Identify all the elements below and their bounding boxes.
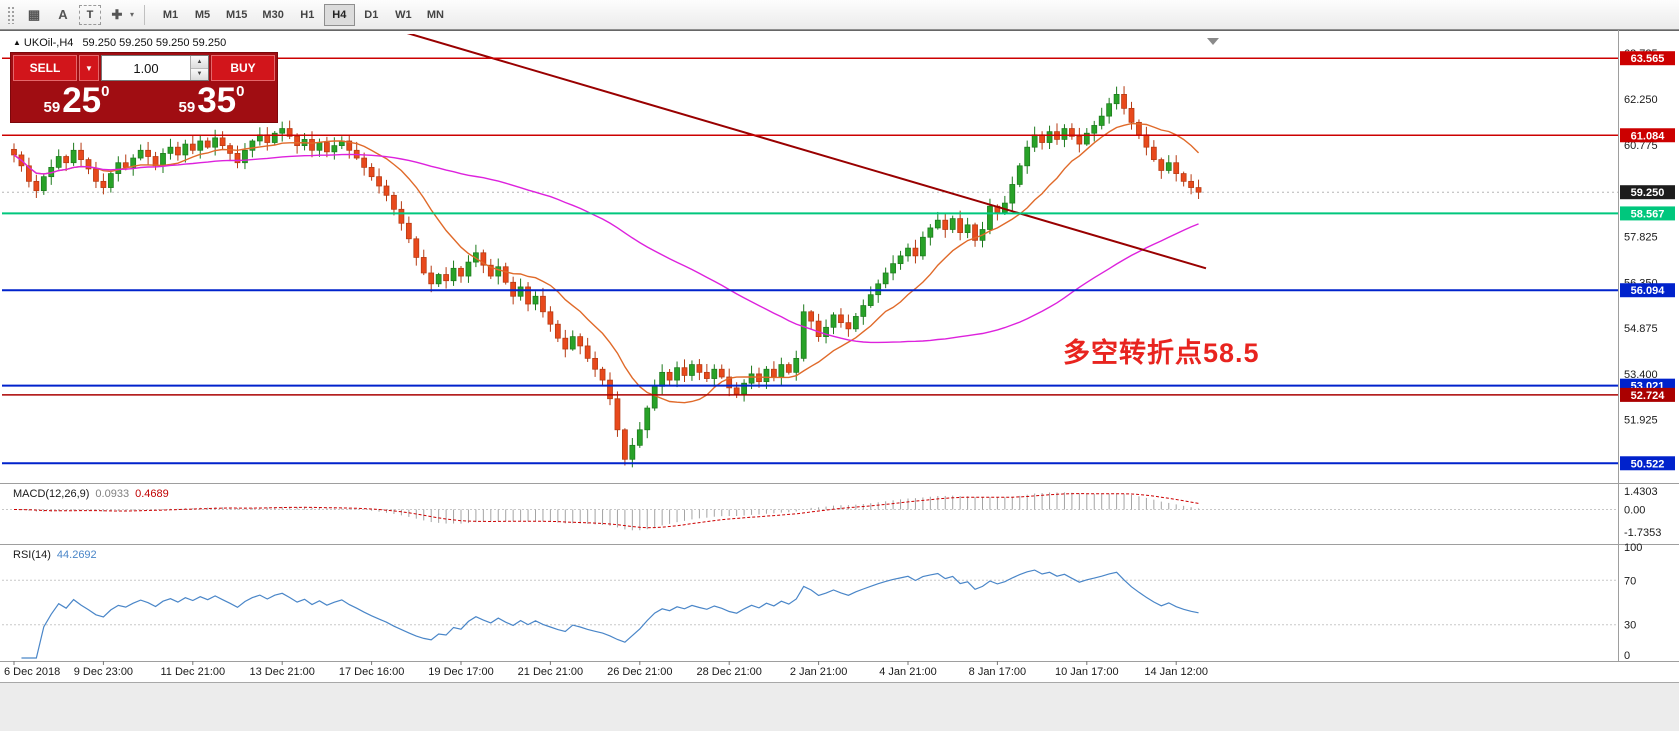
svg-text:59.250: 59.250: [1631, 187, 1665, 199]
timeframe-button-h1[interactable]: H1: [292, 4, 323, 26]
timeframe-button-m1[interactable]: M1: [155, 4, 186, 26]
buy-price-display[interactable]: 59 35 0: [148, 83, 275, 118]
symbol-period-label: UKOil-,H4: [23, 37, 74, 49]
ohlc-quote-label: 59.250 59.250 59.250 59.250: [82, 37, 227, 49]
grid-icon[interactable]: ▦: [27, 6, 41, 22]
svg-text:11 Dec 21:00: 11 Dec 21:00: [160, 666, 225, 678]
timeframe-button-m30[interactable]: M30: [255, 4, 290, 26]
sell-price-display[interactable]: 59 25 0: [13, 83, 140, 118]
svg-text:56.094: 56.094: [1631, 285, 1666, 297]
buy-price-pips: 35: [197, 81, 237, 120]
svg-text:61.084: 61.084: [1631, 130, 1666, 142]
volume-dropdown-button[interactable]: ▼: [79, 55, 99, 81]
chart-canvas[interactable]: 63.72562.25060.77557.82556.35054.87553.4…: [0, 30, 1679, 731]
sell-price-pipette: 0: [101, 83, 110, 100]
svg-text:10 Jan 17:00: 10 Jan 17:00: [1055, 666, 1119, 678]
rsi-value: 44.2692: [56, 549, 97, 561]
macd-name: MACD(12,26,9): [13, 488, 90, 500]
svg-text:58.567: 58.567: [1631, 208, 1665, 220]
buy-price-pipette: 0: [236, 83, 245, 100]
timeframe-button-mn[interactable]: MN: [420, 4, 451, 26]
timeframe-button-m5[interactable]: M5: [187, 4, 218, 26]
timeframe-button-d1[interactable]: D1: [356, 4, 387, 26]
svg-text:9 Dec 23:00: 9 Dec 23:00: [74, 666, 133, 678]
trendline: [406, 34, 1207, 270]
svg-text:52.724: 52.724: [1631, 390, 1666, 402]
sell-price-pips: 25: [62, 81, 102, 120]
text-label-t-icon[interactable]: T: [79, 4, 101, 25]
svg-text:28 Dec 21:00: 28 Dec 21:00: [696, 666, 761, 678]
timeframe-button-h4[interactable]: H4: [323, 3, 355, 26]
rsi-pane-layer: [2, 569, 1618, 659]
toolbar-separator: [144, 4, 146, 25]
svg-text:51.925: 51.925: [1624, 415, 1658, 427]
svg-text:4 Jan 21:00: 4 Jan 21:00: [879, 666, 937, 678]
trade-controls-row: SELL ▼ ▲ ▼ BUY: [11, 53, 277, 83]
svg-text:17 Dec 16:00: 17 Dec 16:00: [339, 666, 404, 678]
candles-layer: [11, 86, 1202, 468]
svg-text:-1.7353: -1.7353: [1624, 527, 1661, 539]
volume-field: ▲ ▼: [101, 55, 209, 81]
svg-text:0.00: 0.00: [1624, 505, 1645, 517]
time-scale[interactable]: 6 Dec 2018 9 Dec 23:00 11 Dec 21:00 13 Dec …: [4, 661, 1208, 678]
svg-text:53.400: 53.400: [1624, 369, 1658, 381]
text-a-icon[interactable]: A: [58, 7, 68, 22]
sell-button[interactable]: SELL: [13, 55, 77, 81]
volume-decrease-button[interactable]: ▼: [191, 68, 208, 80]
timeframe-buttons: M1 M5 M15 M30 H1 H4 D1 W1 MN: [155, 3, 451, 26]
chart-shift-marker-icon: [1207, 38, 1219, 45]
svg-text:50.522: 50.522: [1631, 458, 1665, 470]
macd-signal-value: 0.4689: [135, 488, 169, 500]
svg-text:70: 70: [1624, 575, 1636, 587]
svg-text:30: 30: [1624, 620, 1636, 632]
toolbar-drag-handle[interactable]: [7, 5, 15, 24]
chart-annotation: 多空转折点58.5: [1063, 338, 1260, 368]
svg-text:57.825: 57.825: [1624, 231, 1658, 243]
main-pane-layer: [2, 34, 1618, 468]
trade-prices-row: 59 25 0 59 35 0: [11, 83, 277, 122]
macd-indicator-label: MACD(12,26,9) 0.0933 0.4689: [13, 488, 175, 500]
price-scale[interactable]: 63.72562.25060.77557.82556.35054.87553.4…: [1620, 48, 1675, 662]
chart-window: 63.72562.25060.77557.82556.35054.87553.4…: [0, 30, 1679, 731]
volume-spinner: ▲ ▼: [190, 56, 208, 80]
svg-text:8 Jan 17:00: 8 Jan 17:00: [969, 666, 1027, 678]
volume-input[interactable]: [102, 56, 190, 80]
ma-slow: [13, 153, 1199, 344]
svg-text:26 Dec 21:00: 26 Dec 21:00: [607, 666, 672, 678]
sell-price-major: 59: [43, 99, 61, 116]
rsi-name: RSI(14): [13, 549, 51, 561]
svg-text:2 Jan 21:00: 2 Jan 21:00: [790, 666, 848, 678]
svg-text:60.775: 60.775: [1624, 140, 1658, 152]
chevron-down-icon[interactable]: ▾: [130, 10, 135, 19]
svg-text:19 Dec 17:00: 19 Dec 17:00: [428, 666, 493, 678]
svg-text:62.250: 62.250: [1624, 94, 1658, 106]
symbol-marker-icon: ▲: [13, 38, 21, 47]
svg-text:0: 0: [1624, 650, 1630, 662]
timeframe-button-m15[interactable]: M15: [219, 4, 254, 26]
rsi-indicator-label: RSI(14) 44.2692: [13, 549, 103, 561]
crosshair-cursor-icon[interactable]: ✚: [111, 6, 123, 22]
toolbar: ▦ A T ✚ ▾ M1 M5 M15 M30 H1 H4 D1 W1 MN: [0, 0, 1679, 30]
macd-value: 0.0933: [95, 488, 130, 500]
ma-fast: [13, 122, 1200, 404]
svg-text:14 Jan 12:00: 14 Jan 12:00: [1144, 666, 1208, 678]
svg-text:13 Dec 21:00: 13 Dec 21:00: [249, 666, 314, 678]
volume-increase-button[interactable]: ▲: [191, 56, 208, 69]
buy-button[interactable]: BUY: [211, 55, 275, 81]
svg-text:21 Dec 21:00: 21 Dec 21:00: [518, 666, 583, 678]
timeframe-button-w1[interactable]: W1: [388, 4, 419, 26]
svg-text:100: 100: [1624, 542, 1642, 554]
svg-text:54.875: 54.875: [1624, 323, 1658, 335]
buy-price-major: 59: [178, 99, 196, 116]
svg-text:1.4303: 1.4303: [1624, 486, 1658, 498]
chart-title: ▲ UKOil-,H4 59.250 59.250 59.250 59.250: [13, 37, 226, 49]
svg-text:6 Dec 2018: 6 Dec 2018: [4, 666, 60, 678]
svg-text:63.565: 63.565: [1631, 53, 1665, 65]
macd-pane-layer: [2, 492, 1618, 531]
